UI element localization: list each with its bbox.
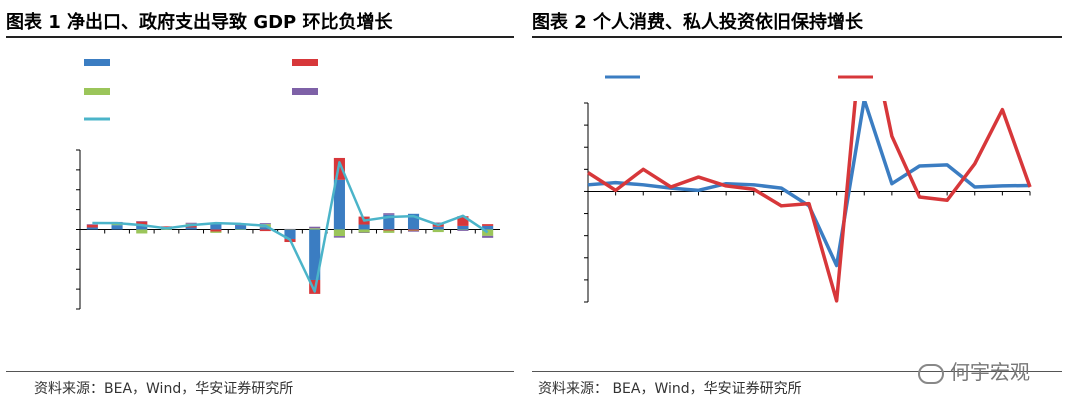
bar-segment	[86, 224, 98, 225]
bar-segment	[111, 225, 123, 230]
bar-segment	[284, 229, 296, 230]
bar-segment	[482, 225, 494, 230]
bar-segment	[235, 224, 247, 226]
bar-segment	[457, 225, 469, 230]
bar-segment	[259, 223, 271, 225]
watermark: 何宇宏观	[918, 356, 1030, 385]
bar-segment	[383, 230, 395, 233]
bar-segment	[160, 229, 173, 230]
left-title-rule	[6, 36, 514, 38]
bar-segment	[407, 230, 420, 231]
bar-segment	[259, 227, 271, 230]
bar-segment	[333, 179, 345, 230]
bar-segment	[432, 229, 444, 233]
legend-swatch	[292, 59, 318, 66]
bar-segment	[333, 236, 345, 238]
watermark-text: 何宇宏观	[950, 360, 1030, 384]
bar-segment	[309, 229, 321, 280]
bar-segment	[383, 214, 395, 230]
bar-segment	[86, 227, 98, 230]
plot-lines	[587, 101, 1032, 303]
bar-segment	[333, 229, 345, 237]
bar-segment	[482, 224, 494, 226]
right-chart	[584, 75, 1032, 303]
bar-segment	[309, 228, 321, 230]
bar-segment	[407, 229, 420, 231]
bar-segment	[210, 224, 222, 230]
consumption-line	[587, 101, 1031, 268]
bar-segment	[136, 221, 148, 222]
bar-segment	[407, 230, 420, 232]
right-source-note: 资料来源： BEA，Wind，华安证券研究所	[538, 381, 802, 397]
bar-segment	[235, 225, 247, 230]
bar-segment	[185, 227, 197, 230]
right-title-rule	[532, 36, 1062, 38]
legend-swatch	[84, 88, 110, 95]
legend-swatch	[84, 59, 110, 66]
bar-segment	[284, 229, 296, 240]
bar-segment	[136, 225, 148, 230]
investment-line	[587, 101, 1032, 303]
bar-segment	[136, 221, 148, 226]
gdp-line	[92, 161, 489, 293]
legend-swatch	[292, 88, 318, 95]
bar-segment	[185, 222, 197, 224]
right-source-rule	[532, 371, 1062, 372]
bar-segment	[432, 226, 444, 230]
left-chart	[76, 59, 500, 310]
bar-segment	[358, 229, 370, 233]
bar-segment	[358, 224, 370, 230]
bar-segment	[284, 228, 296, 230]
left-source-rule	[6, 371, 514, 372]
bar-segment	[309, 226, 321, 229]
bar-segment	[482, 235, 494, 238]
bar-segment	[482, 229, 494, 236]
bar-segment	[383, 229, 395, 231]
left-source-note: 资料来源：BEA，Wind，华安证券研究所	[34, 381, 294, 397]
bar-segment	[457, 229, 469, 230]
bar-segment	[210, 229, 222, 232]
bar-segment	[235, 229, 247, 230]
bar-segment	[358, 232, 370, 233]
bar-segment	[86, 224, 98, 228]
bar-segment	[432, 222, 444, 224]
bar-segment	[259, 229, 271, 232]
bar-segment	[457, 229, 469, 231]
bar-segment	[210, 231, 222, 233]
left-chart-title: 图表 1 净出口、政府支出导致 GDP 环比负增长	[6, 12, 393, 33]
bar-segment	[383, 213, 395, 215]
wechat-icon	[918, 363, 944, 384]
bar-segment	[407, 213, 420, 230]
right-chart-title: 图表 2 个人消费、私人投资依旧保持增长	[532, 12, 864, 33]
bar-segment	[136, 229, 148, 234]
bar-segment	[457, 216, 469, 226]
